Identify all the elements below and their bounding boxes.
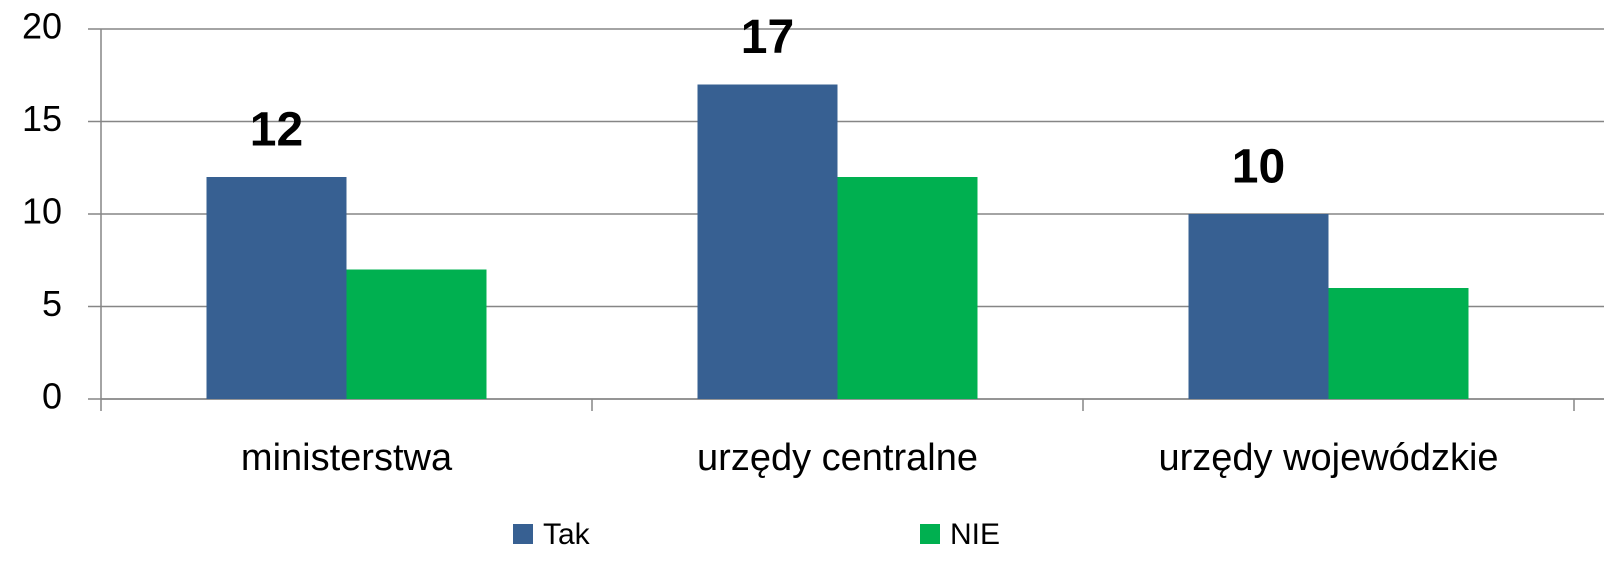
x-tick-label: ministerstwa <box>241 437 453 479</box>
legend-label: Tak <box>543 518 591 551</box>
legend-label: NIE <box>950 518 1000 551</box>
y-tick-label: 0 <box>42 376 62 417</box>
legend-swatch <box>920 524 940 544</box>
bar <box>1328 288 1469 399</box>
x-tick-label: urzędy wojewódzkie <box>1158 437 1498 479</box>
bar <box>837 177 978 399</box>
data-label: 17 <box>741 11 794 64</box>
y-tick-label: 20 <box>22 6 62 47</box>
bar <box>697 84 838 399</box>
bar <box>1188 214 1329 399</box>
bar <box>206 177 347 399</box>
bar <box>346 269 487 399</box>
y-tick-label: 5 <box>42 283 62 324</box>
y-tick-label: 15 <box>22 98 62 139</box>
x-tick-label: urzędy centralne <box>697 437 978 479</box>
y-tick-label: 10 <box>22 191 62 232</box>
data-label: 10 <box>1232 141 1285 194</box>
legend-swatch <box>513 524 533 544</box>
data-label: 12 <box>250 104 303 157</box>
